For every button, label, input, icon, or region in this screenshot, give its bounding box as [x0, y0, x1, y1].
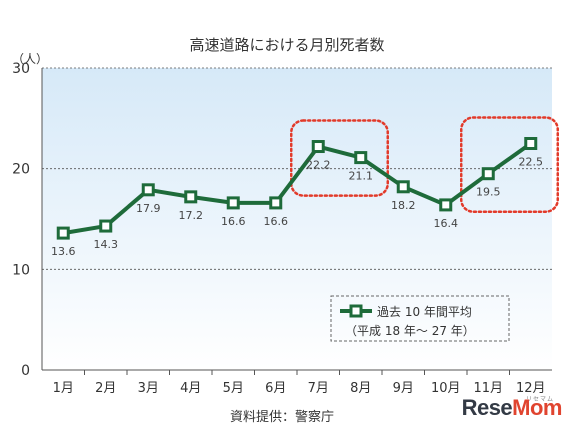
- series-layer: [56, 137, 538, 240]
- data-value-label: 17.2: [179, 209, 204, 222]
- x-tick-label: 7月: [308, 381, 329, 396]
- data-value-label: 16.6: [264, 215, 289, 228]
- data-point-marker: [439, 198, 453, 212]
- y-tick-label: 0: [21, 363, 30, 379]
- data-value-label: 18.2: [391, 199, 416, 212]
- data-point-marker: [226, 196, 240, 210]
- x-tick-label: 8月: [350, 381, 371, 396]
- data-value-label: 13.6: [51, 245, 76, 258]
- x-tick-label: 2月: [95, 381, 116, 396]
- highlight-box: [460, 116, 559, 213]
- highlight-layer: [290, 116, 559, 213]
- x-tick-label: 6月: [265, 381, 286, 396]
- label-layer: 13.6 14.3 17.9 17.2 16.6 16.6 22.2 21.1 18.2 16.4…: [51, 156, 543, 259]
- x-tick-label: 5月: [223, 381, 244, 396]
- data-value-label: 22.5: [519, 156, 544, 169]
- legend-marker-swatch: [349, 304, 363, 318]
- x-tick-label: 1月: [53, 381, 74, 396]
- axis-layer: 0 10 20 30 1月 2月 3月 4月 5月 6月 7月 8月 9月 10月 11月 12月: [12, 61, 552, 396]
- data-point-marker: [269, 196, 283, 210]
- data-value-label: 16.6: [221, 215, 246, 228]
- source-label: 資料提供：警察庁: [230, 410, 335, 425]
- legend: 過去 10 年間平均 （平成 18 年～ 27 年）: [330, 295, 510, 342]
- resemom-logo: ReseMom: [461, 395, 563, 421]
- data-point-marker: [311, 140, 325, 154]
- data-value-label: 14.3: [94, 238, 119, 251]
- series-line: [62, 141, 532, 236]
- x-tick-label: 12月: [516, 381, 546, 396]
- data-value-label: 16.4: [434, 217, 459, 230]
- legend-box: [330, 295, 510, 342]
- data-value-label: 21.1: [349, 170, 374, 183]
- logo-text-rese: Rese: [461, 395, 513, 420]
- data-point-marker: [184, 190, 198, 204]
- grid-layer: [42, 67, 552, 270]
- data-point-marker: [141, 183, 155, 197]
- x-tick-label: 10月: [431, 381, 461, 396]
- legend-period-label: （平成 18 年～ 27 年）: [345, 324, 475, 338]
- x-tick-label: 3月: [138, 381, 159, 396]
- x-tick-label: 11月: [473, 381, 503, 396]
- data-value-label: 22.2: [306, 159, 331, 172]
- watermark-subtext: リセマム: [525, 396, 554, 403]
- highlight-box: [290, 119, 389, 197]
- legend-series-label: 過去 10 年間平均: [377, 305, 472, 319]
- data-point-marker: [99, 219, 113, 233]
- x-tick-label: 4月: [180, 381, 201, 396]
- data-point-marker: [481, 167, 495, 181]
- data-point-marker: [354, 151, 368, 165]
- data-value-label: 17.9: [136, 202, 161, 215]
- y-tick-label: 20: [12, 162, 30, 178]
- data-point-marker: [524, 137, 538, 150]
- plot-area: [42, 68, 552, 370]
- x-tick-label: 9月: [393, 381, 414, 396]
- y-tick-label: 10: [12, 262, 30, 278]
- data-value-label: 19.5: [476, 186, 501, 199]
- data-point-marker: [396, 180, 410, 194]
- y-axis-unit-label: （人）: [12, 52, 49, 66]
- chart-title: 高速道路における月別死者数: [189, 36, 385, 54]
- y-tick-label: 30: [12, 61, 30, 77]
- logo-text-mom: Mom: [512, 395, 562, 420]
- data-point-marker: [56, 226, 70, 240]
